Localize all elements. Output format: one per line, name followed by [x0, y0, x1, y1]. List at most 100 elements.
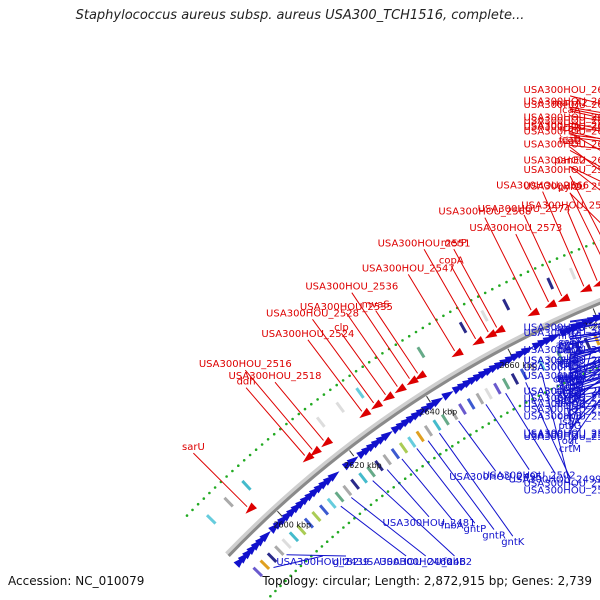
leader-line — [372, 480, 455, 557]
guide-dot — [279, 584, 282, 588]
reverse-gene-label: nrdD — [558, 341, 583, 352]
reverse-gene-label: USA300HOU_2502 — [483, 471, 576, 482]
reverse-gene-label: USA300HOU_2604 — [524, 371, 600, 382]
guide-dot — [481, 426, 484, 429]
forward-gene-label: USA300HOU_2536 — [305, 282, 398, 293]
guide-dot — [274, 589, 277, 593]
reverse-gene-label: USA300HOU_2495 — [449, 472, 542, 483]
guide-dot — [491, 287, 494, 291]
guide-dot — [449, 310, 452, 314]
feature-block — [466, 397, 476, 410]
guide-dot — [320, 545, 324, 548]
reverse-gene-label: betB — [558, 375, 581, 386]
forward-gene-label: icaA — [559, 105, 580, 116]
feature-block — [528, 363, 537, 376]
tick-mark — [277, 510, 283, 517]
leader-line — [569, 166, 600, 191]
tick-label: 2660 kbp — [499, 361, 537, 370]
leader-line — [525, 382, 571, 478]
feature-block — [449, 408, 459, 421]
forward-gene-label: sarU — [182, 442, 205, 453]
guide-dot — [381, 494, 384, 498]
leader-line — [427, 440, 495, 530]
forward-gene-arrow — [451, 347, 464, 358]
leader-line — [484, 217, 532, 311]
guide-dot — [442, 314, 445, 318]
feature-block — [315, 416, 326, 428]
guide-dot — [299, 564, 303, 568]
guide-dot — [392, 486, 396, 489]
forward-gene-label: USA300HOU_2657 — [524, 126, 600, 137]
guide-dot — [506, 411, 509, 415]
guide-dot — [269, 594, 272, 598]
reverse-gene-arrow — [431, 397, 444, 408]
guide-dot — [407, 334, 411, 338]
forward-gene-label: USA300HOU_2574 — [478, 204, 571, 215]
leader-line — [557, 365, 571, 421]
guide-dot — [367, 360, 371, 364]
leader-line — [569, 399, 600, 429]
forward-gene-label: clp — [334, 322, 349, 333]
forward-gene-label: panE2 — [554, 156, 586, 167]
guide-dot — [524, 401, 528, 404]
reverse-gene-label: crtM — [559, 444, 581, 455]
guide-dot — [487, 422, 491, 425]
forward-gene-label: USA300HOU_2568 — [438, 207, 531, 218]
guide-dot — [347, 521, 351, 525]
leader-line — [286, 554, 347, 557]
feature-block — [556, 350, 564, 363]
guide-dot — [415, 469, 419, 472]
feature-block — [501, 377, 511, 390]
feature-block — [416, 346, 426, 359]
guide-dot — [476, 295, 480, 298]
guide-dot — [331, 535, 334, 539]
leader-line — [245, 387, 306, 456]
guide-dot — [512, 408, 515, 411]
reverse-gene-label: fnbA — [441, 521, 464, 532]
guide-dot — [518, 404, 522, 408]
guide-dot — [556, 384, 560, 388]
leader-line — [375, 310, 419, 374]
forward-gene-label: icaD — [559, 134, 581, 145]
reverse-gene-label: fnbB — [443, 557, 466, 568]
guide-dot — [428, 322, 431, 326]
feature-block — [296, 524, 307, 536]
guide-dot — [329, 388, 332, 392]
reverse-gene-label: USA300HOU_2609 — [524, 387, 600, 398]
guide-dot — [335, 383, 339, 387]
guide-dot — [260, 443, 264, 446]
leader-line — [401, 458, 453, 521]
leader-line — [244, 369, 313, 450]
reverse-gene-label: cysJ — [560, 338, 580, 349]
reverse-gene-label: USA300HOU_2570 — [524, 412, 600, 423]
forward-gene-label: manA2 — [552, 98, 587, 109]
guide-dot — [289, 574, 292, 578]
reverse-gene-label: isaB — [560, 391, 581, 402]
guide-dot — [585, 245, 588, 248]
label-leader-lines — [193, 95, 600, 568]
topology-text: Topology: circular; Length: 2,872,915 bp… — [262, 574, 592, 588]
guide-dot — [297, 412, 301, 416]
feature-block — [205, 514, 217, 525]
guide-dot — [541, 263, 544, 267]
reverse-gene-arrow — [441, 391, 454, 401]
leader-line — [423, 249, 477, 340]
leader-line — [438, 432, 514, 537]
forward-gene-label: USA300HOU_2658 — [524, 116, 600, 127]
guide-dot — [563, 254, 566, 257]
reverse-gene-label: USA300HOU_2550 — [524, 432, 600, 443]
guide-dot — [483, 291, 487, 295]
guide-dot — [266, 438, 270, 441]
feature-block — [326, 497, 337, 509]
leader-line — [569, 387, 600, 432]
guide-dot — [285, 422, 288, 426]
guide-dot — [325, 540, 329, 543]
feature-block — [440, 413, 450, 426]
guide-dot — [208, 491, 211, 495]
feature-block — [568, 267, 577, 280]
feature-block — [458, 403, 467, 415]
leader-line — [569, 192, 600, 256]
feature-block — [281, 538, 292, 550]
forward-gene-label: USA300HOU_2656 — [524, 96, 600, 107]
